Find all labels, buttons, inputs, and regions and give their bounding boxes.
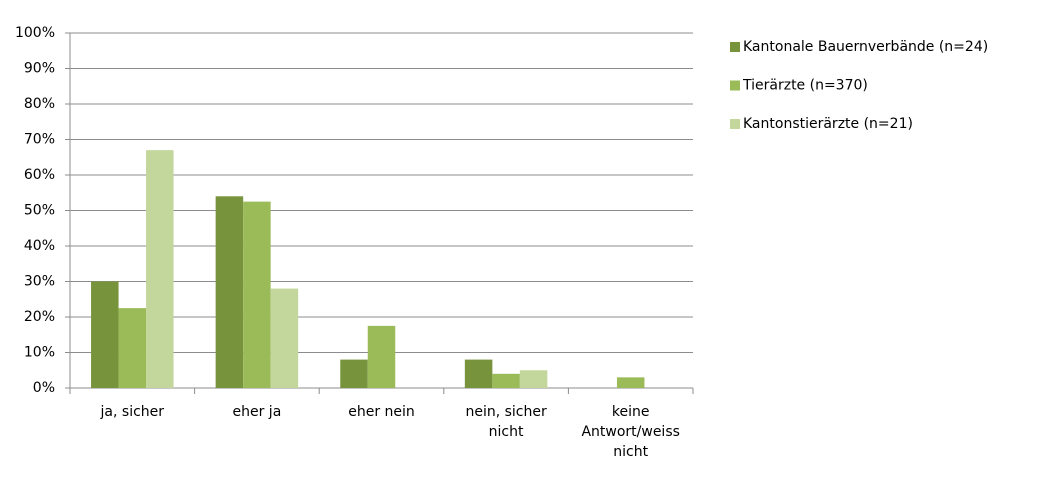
x-tick-label: nein, sicher nicht (465, 404, 547, 440)
x-tick-label: eher ja (232, 404, 282, 420)
y-tick-label: 20% (24, 309, 55, 325)
legend-swatch (730, 80, 740, 91)
y-tick-label: 50% (24, 203, 55, 219)
y-tick-label: 90% (24, 61, 55, 77)
bar (270, 288, 299, 388)
y-tick-label: 70% (24, 132, 55, 148)
bar (340, 359, 368, 388)
bar (91, 281, 119, 388)
x-tick-label: keine Antwort/weiss nicht (581, 404, 680, 460)
bar (146, 150, 174, 388)
x-tick-label: eher nein (348, 404, 415, 420)
y-tick-label: 80% (24, 96, 55, 112)
bar (215, 196, 244, 388)
y-tick-label: 10% (24, 345, 55, 361)
bar (367, 325, 396, 388)
bar (492, 373, 520, 388)
y-tick-label: 100% (15, 25, 55, 41)
legend-swatch (730, 119, 740, 129)
bar (118, 308, 147, 388)
legend-label: Kantonstierärzte (n=21) (743, 116, 913, 132)
legend-label: Tierärzte (n=370) (742, 78, 868, 94)
bar (464, 359, 493, 388)
y-tick-label: 0% (33, 380, 55, 396)
legend-swatch (730, 42, 740, 52)
y-tick-label: 30% (24, 274, 55, 290)
bar (616, 377, 645, 388)
bar (243, 201, 271, 388)
y-tick-label: 40% (24, 238, 55, 254)
y-tick-label: 60% (24, 167, 55, 183)
legend-label: Kantonale Bauernverbände (n=24) (743, 39, 988, 55)
bar (519, 370, 548, 388)
x-tick-label: ja, sicher (100, 404, 165, 420)
